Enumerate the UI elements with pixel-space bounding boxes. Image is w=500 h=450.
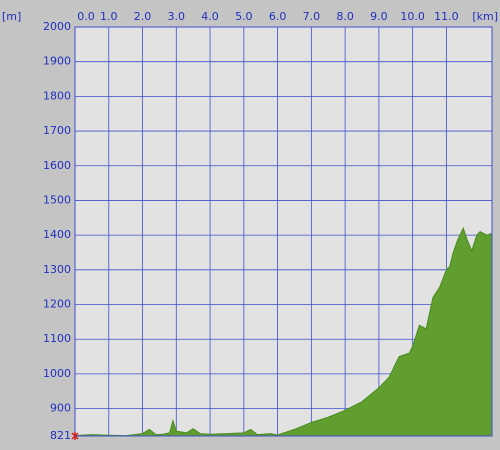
x-tick-label: 5.0 xyxy=(235,10,253,23)
x-tick-label: 11.0 xyxy=(434,10,459,23)
y-tick-label: 1700 xyxy=(43,124,71,137)
y-tick-label: 1600 xyxy=(43,159,71,172)
y-tick-label: 1300 xyxy=(43,263,71,276)
y-tick-label: 1900 xyxy=(43,55,71,68)
y-tick-label: 821 xyxy=(50,429,71,442)
y-tick-label: 2000 xyxy=(43,20,71,33)
x-tick-label: 4.0 xyxy=(201,10,219,23)
y-tick-label: 1800 xyxy=(43,89,71,102)
x-tick-label: 6.0 xyxy=(269,10,287,23)
y-tick-label: 1200 xyxy=(43,298,71,311)
x-tick-label: 8.0 xyxy=(336,10,354,23)
y-tick-label: 1400 xyxy=(43,228,71,241)
x-unit: [km] xyxy=(472,10,498,23)
y-tick-label: 1500 xyxy=(43,193,71,206)
x-tick-label: 7.0 xyxy=(303,10,321,23)
start-marker xyxy=(71,432,79,440)
x-tick-label: 10.0 xyxy=(400,10,425,23)
y-tick-label: 900 xyxy=(50,402,71,415)
x-tick-label: 0.0 xyxy=(77,10,95,23)
x-tick-label: 9.0 xyxy=(370,10,388,23)
y-unit: [m] xyxy=(2,10,21,23)
x-tick-label: 2.0 xyxy=(134,10,152,23)
x-tick-label: 1.0 xyxy=(100,10,118,23)
elevation-area xyxy=(74,226,493,437)
plot-border xyxy=(74,26,493,437)
y-tick-label: 1000 xyxy=(43,367,71,380)
y-tick-label: 1100 xyxy=(43,332,71,345)
x-tick-label: 3.0 xyxy=(168,10,186,23)
